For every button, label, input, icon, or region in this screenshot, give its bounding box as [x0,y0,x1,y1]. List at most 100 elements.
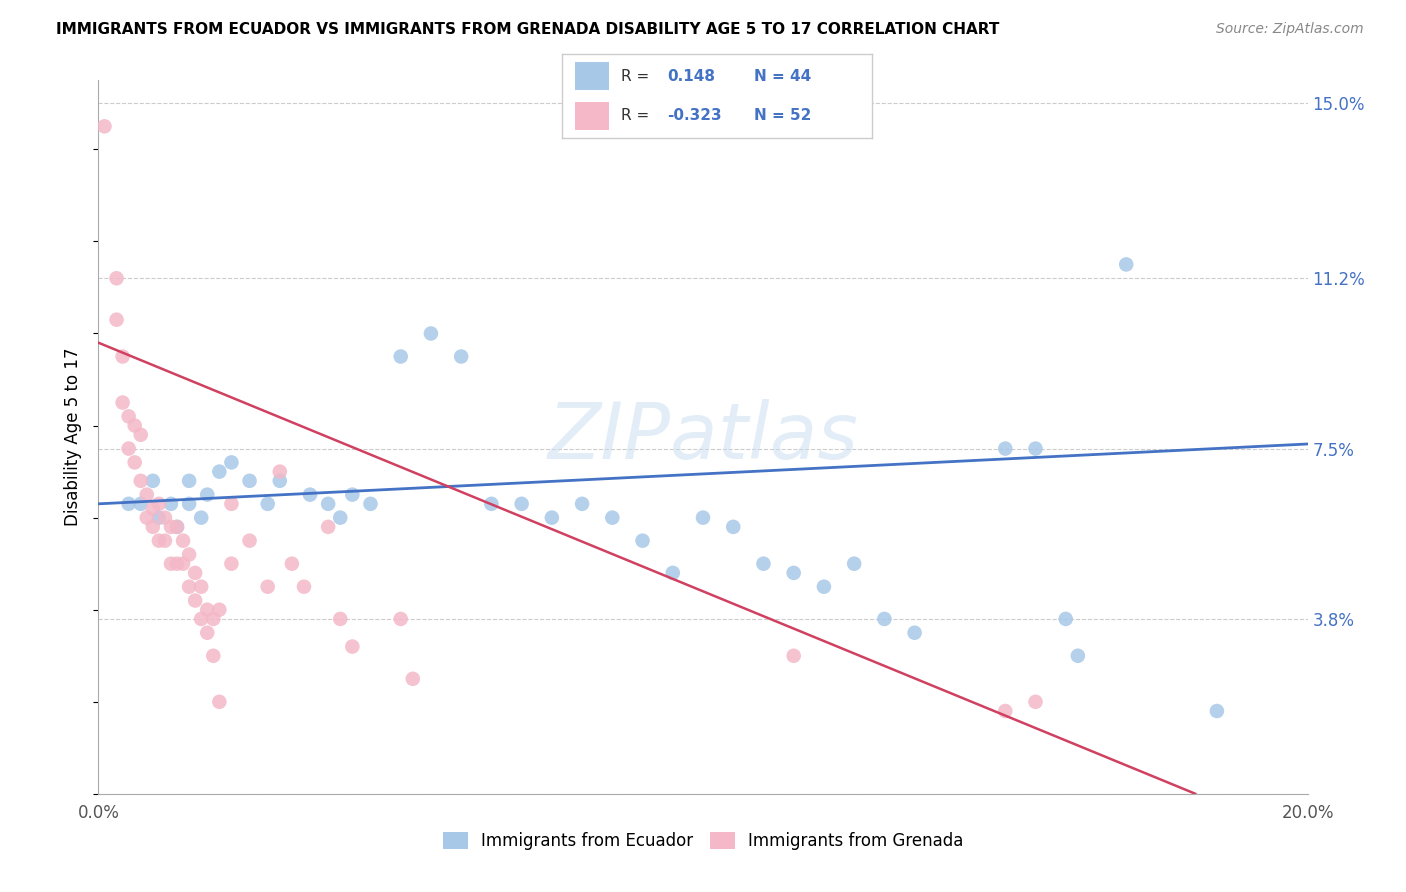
Point [179,497,201,511]
Text: R =: R = [621,108,650,123]
Point [184,593,207,607]
Point [93,120,115,134]
Point [172,557,194,571]
Point [129,427,152,442]
Point [105,312,128,326]
Text: 0.148: 0.148 [668,69,716,84]
Point [153,533,176,548]
Point [844,557,866,571]
Point [118,442,141,456]
Point [281,557,304,571]
Point [360,497,382,511]
Point [873,612,896,626]
Point [1067,648,1090,663]
Point [450,350,472,364]
Point [135,510,157,524]
Point [129,497,152,511]
Point [631,533,654,548]
Point [142,474,165,488]
Point [783,648,806,663]
Point [195,625,218,640]
Text: R =: R = [621,69,650,84]
Point [195,488,218,502]
Point [256,497,278,511]
Point [184,566,207,580]
Point [316,520,339,534]
Point [602,510,624,524]
Point [389,612,412,626]
Point [208,603,231,617]
Point [179,580,201,594]
Point [723,520,745,534]
Point [166,520,188,534]
Point [540,510,562,524]
Point [118,409,141,424]
Point [221,557,243,571]
Point [661,566,683,580]
Point [202,612,225,626]
Point [129,474,152,488]
Point [904,625,927,640]
Point [190,612,212,626]
Point [190,580,212,594]
Point [813,580,835,594]
Point [1024,442,1046,456]
Point [166,520,188,534]
Point [221,455,243,469]
Point [148,497,170,511]
Point [292,580,315,594]
Point [195,603,218,617]
Point [166,557,188,571]
Point [153,510,176,524]
Point [208,695,231,709]
Point [1054,612,1077,626]
Text: -0.323: -0.323 [668,108,723,123]
Point [571,497,593,511]
Point [752,557,775,571]
Point [994,704,1017,718]
Point [105,271,128,285]
Point [329,612,352,626]
Point [994,442,1017,456]
Point [389,350,412,364]
Point [256,580,278,594]
Text: IMMIGRANTS FROM ECUADOR VS IMMIGRANTS FROM GRENADA DISABILITY AGE 5 TO 17 CORREL: IMMIGRANTS FROM ECUADOR VS IMMIGRANTS FR… [56,22,1000,37]
Point [329,510,352,524]
Bar [575,62,609,90]
Point [160,520,183,534]
Point [316,497,339,511]
Point [420,326,443,341]
Point [190,510,212,524]
Point [111,395,134,409]
Text: N = 52: N = 52 [754,108,811,123]
Bar [575,102,609,130]
Point [239,474,262,488]
Point [239,533,262,548]
Point [342,640,364,654]
Point [148,510,170,524]
Point [1206,704,1229,718]
Text: ZIPatlas: ZIPatlas [547,399,859,475]
Point [172,533,194,548]
Point [510,497,533,511]
Y-axis label: Disability Age 5 to 17: Disability Age 5 to 17 [65,348,83,526]
Point [202,648,225,663]
Point [208,465,231,479]
Text: Source: ZipAtlas.com: Source: ZipAtlas.com [1216,22,1364,37]
Text: N = 44: N = 44 [754,69,811,84]
Point [142,520,165,534]
Legend: Immigrants from Ecuador, Immigrants from Grenada: Immigrants from Ecuador, Immigrants from… [436,825,970,857]
Point [135,488,157,502]
Point [269,474,291,488]
Point [299,488,322,502]
Point [118,497,141,511]
Point [111,350,134,364]
Point [692,510,714,524]
Point [1115,257,1137,271]
Point [124,418,146,433]
Point [142,501,165,516]
Point [402,672,425,686]
Point [148,533,170,548]
Point [124,455,146,469]
Point [342,488,364,502]
